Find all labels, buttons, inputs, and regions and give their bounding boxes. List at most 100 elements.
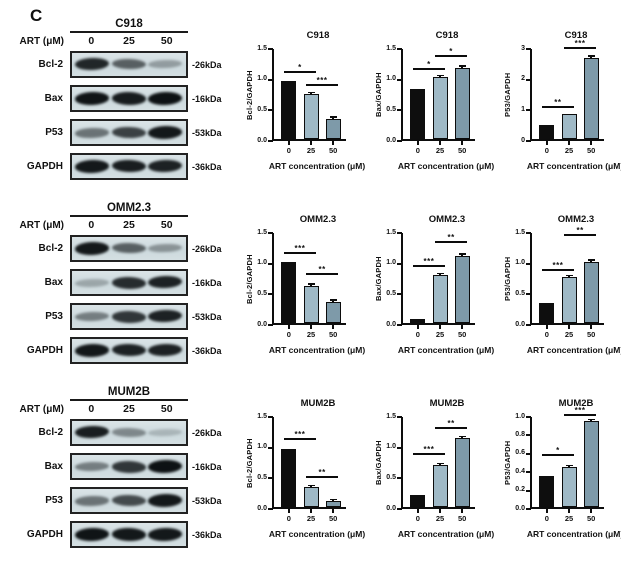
y-tick-label: 0.4 xyxy=(515,467,525,475)
x-tick-mark xyxy=(310,325,312,329)
chart-title: OMM2.3 xyxy=(299,214,337,225)
y-tick-mark xyxy=(526,262,531,265)
chart-body: Bcl-2/GAPDH 0.0 0.5 1.0 1.5 0 25 50 *** ** xyxy=(244,229,366,339)
blot-row: Bcl-2 -26kDa xyxy=(12,51,234,78)
chart-body: Bax/GAPDH 0.0 0.5 1.0 1.5 0 25 50 *** ** xyxy=(373,229,495,339)
blot-image xyxy=(70,337,188,364)
plot-area: 0.0 0.5 1.0 1.5 0 25 50 *** ** xyxy=(257,229,346,339)
x-tick-mark xyxy=(546,325,548,329)
x-tick-mark xyxy=(568,509,570,513)
blot-row: GAPDH -36kDa xyxy=(12,337,234,364)
error-bar xyxy=(568,465,570,468)
bar-chart: OMM2.3 Bax/GAPDH 0.0 0.5 1.0 1.5 0 25 50 *** ** ART… xyxy=(373,214,495,355)
protein-band xyxy=(111,427,147,438)
x-tick-mark xyxy=(288,325,290,329)
significance-bar xyxy=(306,83,339,86)
y-tick-label: 1.0 xyxy=(386,443,396,451)
error-bar-cap xyxy=(307,484,315,487)
significance-bar xyxy=(541,454,574,457)
protein-band xyxy=(148,275,183,290)
y-tick-mark xyxy=(397,109,402,112)
charts-wrap: MUM2B Bcl-2/GAPDH 0.0 0.5 1.0 1.5 0 25 50 *** ** AR… xyxy=(244,398,621,539)
y-tick-label: 0.2 xyxy=(515,486,525,494)
x-tick-label: 50 xyxy=(587,146,596,155)
error-bar-cap xyxy=(565,464,573,467)
blot-row: Bcl-2 -26kDa xyxy=(12,419,234,446)
protein-band xyxy=(148,59,183,70)
error-bar xyxy=(332,299,334,302)
significance-bar xyxy=(306,475,339,478)
bar xyxy=(583,261,599,323)
y-tick-label: 1.0 xyxy=(515,412,525,420)
x-tick-mark xyxy=(461,509,463,513)
x-tick-mark xyxy=(310,141,312,145)
chart-title: MUM2B xyxy=(429,398,465,409)
y-tick-mark xyxy=(268,78,273,81)
figure-row: C918 ART (μM) 0 25 50 Bcl-2 -26kDa Bax -16kDa P53… xyxy=(12,18,621,187)
molecular-weight-label: -16kDa xyxy=(192,277,222,288)
protein-band xyxy=(111,126,147,139)
error-bar xyxy=(439,463,441,466)
blot-image xyxy=(70,521,188,548)
protein-band xyxy=(75,57,110,72)
molecular-weight-label: -53kDa xyxy=(192,311,222,322)
x-tick-label: 25 xyxy=(564,146,574,155)
protein-band xyxy=(75,91,110,106)
error-bar-cap xyxy=(458,435,466,438)
figure-rows-container: C918 ART (μM) 0 25 50 Bcl-2 -26kDa Bax -16kDa P53… xyxy=(6,18,621,555)
x-tick-label: 25 xyxy=(306,146,316,155)
protein-band xyxy=(111,276,147,289)
y-axis-label: P53/GAPDH xyxy=(503,440,512,486)
error-bar-cap xyxy=(458,253,466,255)
significance-stars: *** xyxy=(423,256,435,266)
molecular-weight-label: -16kDa xyxy=(192,461,222,472)
protein-band xyxy=(111,460,147,473)
error-bar xyxy=(461,253,463,256)
bar xyxy=(410,88,426,139)
chart-body: Bax/GAPDH 0.0 0.5 1.0 1.5 0 25 50 *** ** xyxy=(373,413,495,523)
chart-title: C918 xyxy=(564,30,588,41)
y-tick-mark xyxy=(268,477,273,480)
error-bar-cap xyxy=(587,55,595,57)
bar-chart: C918 Bax/GAPDH 0.0 0.5 1.0 1.5 0 25 50 * * ART conc… xyxy=(373,30,495,171)
protein-label: Bcl-2 xyxy=(38,59,63,70)
art-units-label: ART (μM) xyxy=(19,36,64,47)
significance-stars: ** xyxy=(447,233,455,243)
protein-band xyxy=(75,527,110,542)
significance-stars: *** xyxy=(423,444,435,454)
bar-chart: OMM2.3 Bcl-2/GAPDH 0.0 0.5 1.0 1.5 0 25 50 *** ** A… xyxy=(244,214,366,355)
x-tick-mark xyxy=(332,509,334,513)
y-axis-label: Bcl-2/GAPDH xyxy=(245,438,254,488)
x-axis-title: ART concentration (μM) xyxy=(397,161,495,171)
y-axis-label: P53/GAPDH xyxy=(503,256,512,302)
x-tick-label: 25 xyxy=(435,514,445,523)
protein-label: Bcl-2 xyxy=(38,427,63,438)
art-concentration-row: ART (μM) 0 25 50 xyxy=(12,403,234,416)
lane-concentration-label: 50 xyxy=(160,219,173,231)
bar-chart: OMM2.3 P53/GAPDH 0.0 0.5 1.0 1.5 0 25 50 *** ** ART… xyxy=(502,214,621,355)
protein-band xyxy=(148,527,183,542)
y-tick-label: 1.5 xyxy=(386,412,396,420)
y-tick-mark xyxy=(397,477,402,480)
plot-area-outer: 0.0 0.5 1.0 1.5 0 25 50 * *** xyxy=(257,45,346,155)
y-tick-label: 1.0 xyxy=(515,259,525,267)
x-tick-mark xyxy=(332,141,334,145)
protein-band xyxy=(111,527,147,542)
y-tick-mark xyxy=(268,48,273,50)
molecular-weight-label: -26kDa xyxy=(192,59,222,70)
x-axis-title: ART concentration (μM) xyxy=(526,161,621,171)
bar xyxy=(410,494,426,507)
chart-body: P53/GAPDH 0.0 0.5 1.0 1.5 0 25 50 *** ** xyxy=(502,226,621,339)
blot-image xyxy=(70,453,188,480)
y-axis-label: Bcl-2/GAPDH xyxy=(245,70,254,120)
protein-band xyxy=(148,459,183,474)
protein-label: Bcl-2 xyxy=(38,243,63,254)
y-tick-mark xyxy=(397,508,402,510)
x-tick-mark xyxy=(288,509,290,513)
error-bar xyxy=(461,436,463,439)
western-blot-group: C918 ART (μM) 0 25 50 Bcl-2 -26kDa Bax -16kDa P53… xyxy=(12,18,234,187)
significance-bar xyxy=(564,47,597,50)
lane-labels: 0 25 50 xyxy=(70,219,188,232)
significance-bar xyxy=(283,437,316,440)
x-tick-mark xyxy=(461,141,463,145)
